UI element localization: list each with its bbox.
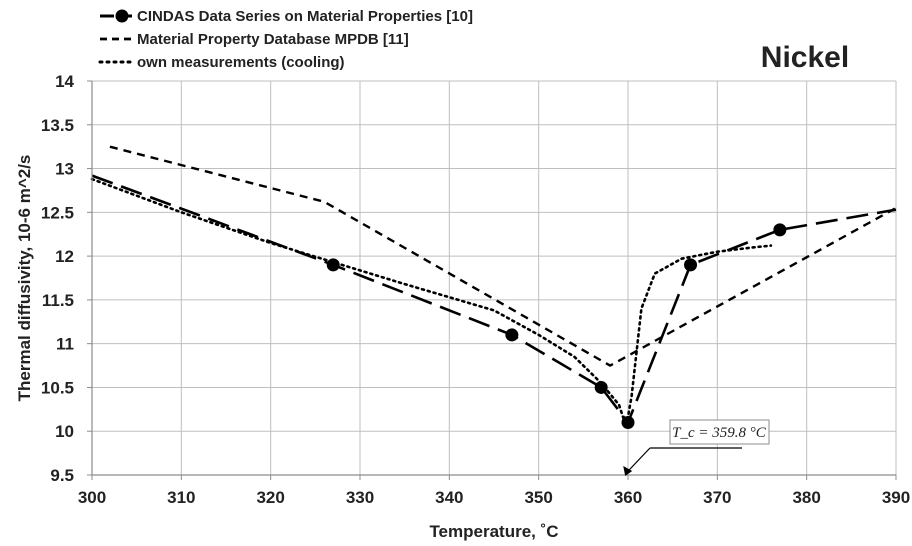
annotation-tc: T_c = 359.8 °C bbox=[623, 419, 770, 476]
legend-label-series-mpdb: Material Property Database MPDB [11] bbox=[137, 31, 409, 48]
x-tick-label: 300 bbox=[78, 488, 106, 507]
y-tick-label: 13.5 bbox=[41, 116, 74, 135]
y-tick-label: 12 bbox=[55, 247, 74, 266]
y-tick-label: 10.5 bbox=[41, 378, 74, 397]
y-tick-label: 10 bbox=[55, 422, 74, 441]
series-cindas-marker bbox=[621, 415, 635, 429]
annotation-arrowhead bbox=[623, 466, 633, 476]
series-cindas-marker bbox=[773, 223, 787, 237]
y-tick-label: 12.5 bbox=[41, 203, 74, 222]
x-tick-label: 360 bbox=[614, 488, 642, 507]
tick-labels: 300 310 320 330 340 350 360 370 380 390 9.5 10 10.5 1… bbox=[41, 72, 910, 507]
series-cindas-line bbox=[91, 174, 897, 424]
x-tick-label: 310 bbox=[167, 488, 195, 507]
legend-label-series-own-measurements: own measurements (cooling) bbox=[137, 54, 345, 71]
x-tick-label: 350 bbox=[524, 488, 552, 507]
y-tick-label: 9.5 bbox=[50, 466, 74, 485]
x-tick-label: 340 bbox=[435, 488, 463, 507]
x-tick-label: 320 bbox=[256, 488, 284, 507]
y-tick-label: 11 bbox=[56, 335, 74, 354]
y-tick-label: 13 bbox=[55, 160, 74, 179]
annotation-box bbox=[669, 419, 770, 445]
legend-label-series-cindas: CINDAS Data Series on Material Propertie… bbox=[137, 8, 473, 25]
x-tick-label: 370 bbox=[703, 488, 731, 507]
y-tick-label: 14 bbox=[55, 72, 74, 91]
series-layer bbox=[90, 145, 897, 429]
annotation-text: T_c = 359.8 °C bbox=[672, 425, 767, 441]
annotation-leader-diagonal bbox=[626, 447, 651, 473]
plot-area bbox=[92, 81, 896, 475]
legend-marker-series-cindas bbox=[115, 9, 129, 23]
legend: CINDAS Data Series on Material Propertie… bbox=[98, 8, 473, 71]
chart-title: Nickel bbox=[761, 41, 849, 74]
x-tick-label: 330 bbox=[346, 488, 374, 507]
series-cindas-marker bbox=[684, 258, 698, 272]
y-tick-label: 11.5 bbox=[42, 291, 74, 310]
series-mpdb-line bbox=[109, 145, 897, 367]
y-axis-label: Thermal diffusivity, 10-6 m^2/s bbox=[15, 155, 34, 402]
series-cindas-marker bbox=[594, 380, 608, 394]
x-tick-label: 390 bbox=[882, 488, 910, 507]
series-own-measurements-line bbox=[90, 177, 773, 429]
x-tick-label: 380 bbox=[792, 488, 820, 507]
x-axis-label: Temperature, ˚C bbox=[429, 522, 558, 541]
series-cindas-marker bbox=[505, 328, 519, 342]
axes bbox=[87, 80, 897, 480]
